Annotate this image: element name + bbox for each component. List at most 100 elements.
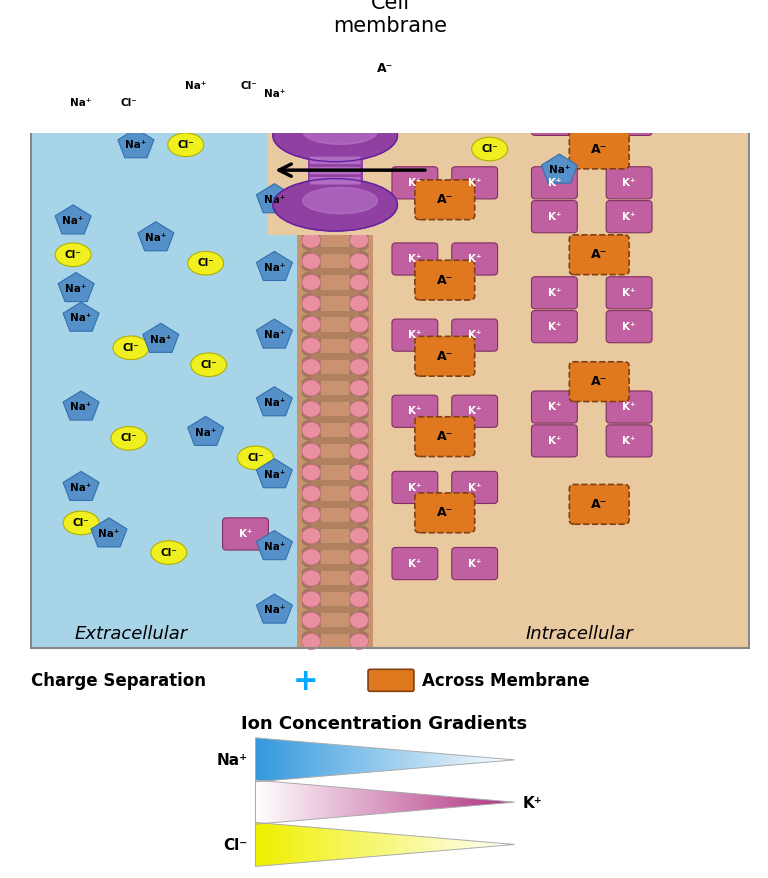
Text: Cl⁻: Cl⁻ <box>482 144 498 154</box>
Ellipse shape <box>273 179 398 232</box>
Text: K⁺: K⁺ <box>468 558 482 568</box>
Ellipse shape <box>350 273 368 283</box>
Circle shape <box>302 634 321 650</box>
Text: Cl⁻: Cl⁻ <box>65 249 81 260</box>
Circle shape <box>349 212 369 227</box>
Ellipse shape <box>303 357 320 367</box>
Ellipse shape <box>350 294 368 304</box>
Ellipse shape <box>111 91 147 115</box>
Circle shape <box>349 464 369 481</box>
Text: K⁺: K⁺ <box>622 212 636 221</box>
Circle shape <box>349 507 369 523</box>
Bar <box>311 586 359 593</box>
Text: Charge Separation: Charge Separation <box>31 672 207 689</box>
Bar <box>311 543 359 551</box>
Text: K⁺: K⁺ <box>468 177 482 188</box>
Circle shape <box>302 127 321 143</box>
Ellipse shape <box>303 389 320 399</box>
Circle shape <box>349 317 369 334</box>
Ellipse shape <box>350 94 368 104</box>
Text: K⁺: K⁺ <box>548 321 561 331</box>
Circle shape <box>302 64 321 80</box>
Ellipse shape <box>303 526 320 536</box>
Ellipse shape <box>303 241 320 251</box>
Text: K⁺: K⁺ <box>622 288 636 298</box>
Bar <box>311 607 359 614</box>
Ellipse shape <box>303 631 320 641</box>
Bar <box>311 438 359 444</box>
Circle shape <box>349 529 369 544</box>
FancyBboxPatch shape <box>452 320 498 352</box>
Ellipse shape <box>303 178 320 188</box>
Circle shape <box>349 106 369 122</box>
Bar <box>311 205 359 212</box>
Text: Na⁺: Na⁺ <box>65 284 87 293</box>
Bar <box>311 459 359 465</box>
FancyBboxPatch shape <box>606 392 652 423</box>
Text: Na⁺: Na⁺ <box>125 140 147 150</box>
FancyBboxPatch shape <box>606 425 652 457</box>
Text: Cl⁻: Cl⁻ <box>121 97 137 107</box>
Bar <box>311 291 359 297</box>
Text: K⁺: K⁺ <box>622 81 636 90</box>
Circle shape <box>302 169 321 185</box>
Ellipse shape <box>350 252 368 262</box>
Circle shape <box>349 401 369 418</box>
FancyBboxPatch shape <box>606 311 652 343</box>
Polygon shape <box>63 471 99 500</box>
Bar <box>311 100 359 107</box>
Ellipse shape <box>303 336 320 346</box>
Bar <box>311 163 359 170</box>
Circle shape <box>302 359 321 376</box>
FancyBboxPatch shape <box>452 548 498 580</box>
Polygon shape <box>137 222 174 251</box>
Ellipse shape <box>350 241 368 251</box>
Polygon shape <box>187 417 223 446</box>
Bar <box>373 65 749 649</box>
Ellipse shape <box>350 526 368 536</box>
Ellipse shape <box>303 83 320 93</box>
FancyBboxPatch shape <box>531 201 578 234</box>
Ellipse shape <box>303 494 320 504</box>
Polygon shape <box>63 87 99 116</box>
Ellipse shape <box>113 336 149 360</box>
Circle shape <box>302 380 321 397</box>
Ellipse shape <box>350 231 368 241</box>
Text: K⁺: K⁺ <box>702 81 716 90</box>
Circle shape <box>349 380 369 397</box>
Ellipse shape <box>303 305 320 314</box>
Ellipse shape <box>350 347 368 356</box>
Text: K⁺: K⁺ <box>622 114 636 125</box>
Ellipse shape <box>350 305 368 314</box>
FancyBboxPatch shape <box>392 396 438 428</box>
Polygon shape <box>257 252 293 281</box>
FancyBboxPatch shape <box>415 261 475 300</box>
Text: Na⁺: Na⁺ <box>98 529 120 538</box>
Text: Na⁺: Na⁺ <box>71 313 92 323</box>
Text: K⁺: K⁺ <box>548 81 561 90</box>
Ellipse shape <box>350 199 368 209</box>
Ellipse shape <box>303 94 320 104</box>
FancyBboxPatch shape <box>368 670 414 692</box>
FancyBboxPatch shape <box>531 425 578 457</box>
Circle shape <box>302 571 321 587</box>
Text: Cell
membrane: Cell membrane <box>333 0 447 36</box>
Text: Na⁺: Na⁺ <box>145 233 167 242</box>
FancyBboxPatch shape <box>452 243 498 276</box>
Ellipse shape <box>303 315 320 325</box>
Ellipse shape <box>350 505 368 515</box>
Circle shape <box>349 275 369 291</box>
Text: Na⁺: Na⁺ <box>150 335 171 344</box>
Polygon shape <box>58 273 94 302</box>
Circle shape <box>302 507 321 523</box>
Ellipse shape <box>350 452 368 462</box>
Ellipse shape <box>350 579 368 588</box>
FancyBboxPatch shape <box>686 70 732 103</box>
Circle shape <box>349 64 369 80</box>
Ellipse shape <box>350 421 368 430</box>
Ellipse shape <box>350 104 368 114</box>
Ellipse shape <box>350 610 368 620</box>
Ellipse shape <box>350 494 368 504</box>
Ellipse shape <box>350 547 368 557</box>
Ellipse shape <box>303 231 320 241</box>
